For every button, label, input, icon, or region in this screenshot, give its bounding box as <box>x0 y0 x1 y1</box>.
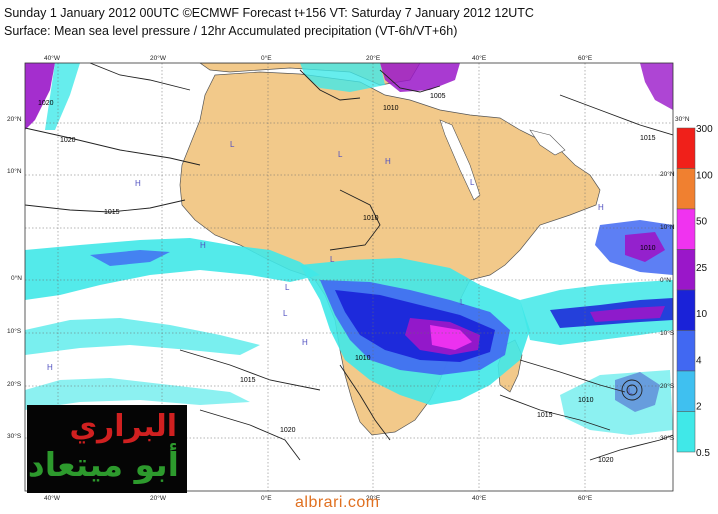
pressure-centre-label: L <box>460 298 465 307</box>
pressure-centre-label: H <box>200 241 206 250</box>
colorbar-swatch <box>676 249 696 291</box>
precip-indian-core <box>590 306 665 322</box>
lon-label-bottom: 60°E <box>578 494 593 502</box>
lat-label-right: 30°N <box>675 115 690 123</box>
lon-label-bottom: 0°E <box>261 494 272 502</box>
lon-label-bottom: 40°E <box>472 494 487 502</box>
precip-mediterranean-light <box>300 63 385 92</box>
lat-label-left: 20°N <box>7 115 22 123</box>
isobar-label: 1020 <box>60 137 76 144</box>
isobar-label: 1015 <box>104 209 120 216</box>
graticule <box>25 63 673 491</box>
red-sea <box>439 119 481 201</box>
pressure-centre-label: L <box>628 387 633 396</box>
lat-label-left: 20°S <box>7 380 22 388</box>
website-watermark: albrari.com <box>295 494 380 511</box>
precip-colorbar: 300 100 50 25 10 4 2 0.5 <box>676 124 713 459</box>
lon-label-top: 40°W <box>44 54 61 62</box>
lon-label-bottom: 20°W <box>150 494 167 502</box>
colorbar-label: 0.5 <box>696 448 710 459</box>
colorbar-label: 25 <box>696 263 708 274</box>
forecast-subtitle: Surface: Mean sea level pressure / 12hr … <box>4 24 458 38</box>
pressure-centre-label: L <box>470 178 475 187</box>
isobar-label: 1010 <box>355 355 371 362</box>
lat-label-left: 30°S <box>7 432 22 440</box>
isobar-label: 1010 <box>578 397 594 404</box>
isobar-label: 1005 <box>430 93 446 100</box>
isobar-label: 1010 <box>640 245 656 252</box>
lat-label-right: 20°N <box>660 170 675 178</box>
map-frame <box>24 62 674 492</box>
precip-ne-core <box>625 232 665 262</box>
colorbar-label: 300 <box>696 124 713 135</box>
lat-label-left: 10°S <box>7 327 22 335</box>
colorbar-label: 2 <box>696 402 702 413</box>
isobar-label: 1020 <box>38 100 54 107</box>
precip-north-atlantic-light <box>45 63 80 130</box>
colorbar-swatch <box>676 289 696 331</box>
pressure-centre-label: L <box>230 140 235 149</box>
pressure-centre-label: L <box>338 150 343 159</box>
lon-label-top: 40°E <box>472 54 487 62</box>
lat-label-right: 20°S <box>660 382 675 390</box>
lat-label-left: 10°N <box>7 167 22 175</box>
colorbar-label: 100 <box>696 170 713 181</box>
pressure-centre-label: H <box>302 338 308 347</box>
precip-south-atlantic <box>25 318 260 355</box>
lon-label-bottom: 40°W <box>44 494 61 502</box>
isobar-labels: 1020 1015 1010 1015 1010 1020 1015 1010 … <box>38 93 656 464</box>
isobar-label: 1020 <box>598 457 614 464</box>
isobar-label: 1015 <box>537 412 553 419</box>
lat-label-right: 30°S <box>660 434 675 442</box>
isobar-label: 1015 <box>240 377 256 384</box>
pressure-centre-label: H <box>385 157 391 166</box>
persian-gulf <box>529 129 566 156</box>
isobar-label: 1010 <box>363 215 379 222</box>
lat-label-left: 0°N <box>11 274 22 282</box>
precip-north-atlantic <box>25 63 55 130</box>
colorbar-label: 4 <box>696 355 702 366</box>
pressure-centre-label: H <box>47 363 53 372</box>
colorbar-swatch <box>676 208 696 250</box>
pressure-centre-label: L <box>285 283 290 292</box>
precip-mediterranean <box>380 63 460 92</box>
latitude-labels: 20°N 10°N 0°N 10°S 20°S 30°S 30°N 20°N 1… <box>7 115 690 442</box>
lat-label-right: 0°N <box>660 276 671 284</box>
colorbar-label: 50 <box>696 217 708 228</box>
forecast-title: Sunday 1 January 2012 00UTC ©ECMWF Forec… <box>4 6 534 20</box>
colorbar-label: 10 <box>696 309 708 320</box>
lon-label-bottom: 20°E <box>366 494 381 502</box>
colorbar-swatch <box>676 330 696 372</box>
isobar-label: 1015 <box>640 135 656 142</box>
colorbar-swatch <box>676 411 696 453</box>
lon-label-top: 60°E <box>578 54 593 62</box>
colorbar-swatch <box>676 127 696 169</box>
precip-atlantic-band <box>25 238 320 300</box>
pressure-centres: H H H L L L L H L L H L H L <box>47 140 633 396</box>
lon-label-top: 20°W <box>150 54 167 62</box>
logo-text-top: البراري <box>69 409 177 444</box>
precip-atlantic-heavy <box>90 250 170 266</box>
pressure-centre-label: H <box>598 203 604 212</box>
isobar-label: 1010 <box>383 105 399 112</box>
precip-ne-corner <box>640 63 673 110</box>
isobar-label: 1020 <box>280 427 296 434</box>
lon-label-top: 20°E <box>366 54 381 62</box>
pressure-centre-label: L <box>330 255 335 264</box>
logo-badge: البراري أبو ميتعاد <box>27 405 187 493</box>
pressure-centre-label: L <box>283 309 288 318</box>
logo-text-bottom: أبو ميتعاد <box>27 445 179 484</box>
lon-label-top: 0°E <box>261 54 272 62</box>
longitude-labels: 40°W 20°W 0°E 20°E 40°E 60°E 40°W 20°W 0… <box>44 54 593 502</box>
colorbar-swatch <box>676 370 696 412</box>
colorbar-swatch <box>676 168 696 210</box>
lat-label-right: 10°S <box>660 329 675 337</box>
pressure-centre-label: H <box>135 179 141 188</box>
lat-label-right: 10°N <box>660 223 675 231</box>
precip-africa-peak <box>430 325 472 350</box>
